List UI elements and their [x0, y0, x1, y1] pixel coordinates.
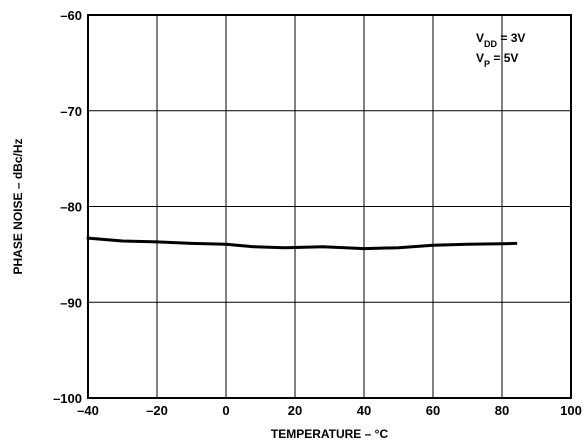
x-tick-label: 20	[288, 403, 302, 418]
y-tick-label: –100	[53, 391, 82, 406]
x-tick-label: 40	[357, 403, 371, 418]
y-tick-labels: –60 –70 –80 –90 –100	[53, 8, 82, 406]
annotation-vp: VP = 5V	[476, 51, 518, 69]
x-tick-label: 0	[222, 403, 229, 418]
y-tick-label: –60	[60, 8, 82, 23]
annotation-vdd-main: V	[476, 31, 484, 45]
phase-noise-series-line	[86, 236, 518, 251]
y-tick-label: –90	[60, 295, 82, 310]
annotation-vdd: VDD = 3V	[476, 31, 525, 49]
x-tick-label: –40	[77, 403, 99, 418]
y-axis-label: PHASE NOISE – dBc/Hz	[11, 138, 25, 274]
annotation-vp-sub: P	[484, 59, 490, 69]
y-tick-label: –70	[60, 104, 82, 119]
plot-area-frame	[87, 14, 572, 399]
annotation-vp-rest: = 5V	[490, 51, 518, 65]
x-axis-label: TEMPERATURE – °C	[271, 427, 389, 441]
annotation-vdd-sub: DD	[484, 39, 497, 49]
x-tick-label: 80	[495, 403, 509, 418]
gridlines	[88, 15, 571, 398]
annotation-vdd-rest: = 3V	[497, 31, 525, 45]
x-tick-label: 60	[426, 403, 440, 418]
x-tick-labels: –40 –20 0 20 40 60 80 100	[77, 403, 582, 418]
annotation-vp-main: V	[476, 51, 484, 65]
x-tick-label: –20	[146, 403, 168, 418]
x-tick-label: 100	[560, 403, 582, 418]
y-tick-label: –80	[60, 200, 82, 215]
